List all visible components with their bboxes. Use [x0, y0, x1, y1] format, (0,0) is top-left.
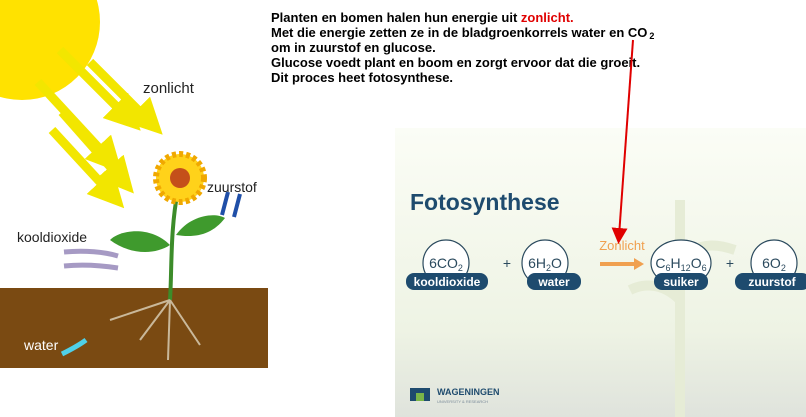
stem [168, 189, 180, 301]
term-part: 2 [546, 263, 551, 273]
term-part: 2 [781, 263, 786, 273]
term: 6O2 [762, 255, 786, 273]
plus: + [726, 255, 734, 271]
logo: WAGENINGEN [437, 387, 500, 397]
plant-diagram: zonlicht zuurstof kooldioxide water [0, 0, 268, 368]
term-part: 6 [666, 263, 671, 273]
term-part: 6CO [429, 255, 458, 271]
pointer-arrow [611, 39, 634, 244]
label: water [23, 337, 59, 353]
flower-center [170, 168, 190, 188]
sun-rays [34, 46, 163, 209]
term-part: 6O [762, 255, 781, 271]
line: om in zuurstof en glucose. [271, 40, 436, 55]
name: suiker [663, 275, 699, 289]
co2-arrows [63, 248, 119, 271]
label: zonlicht [143, 80, 195, 97]
term-part: O [551, 255, 562, 271]
name: zuurstof [748, 275, 796, 289]
term: C6H12O6 [655, 255, 706, 273]
line: Dit proces heet fotosynthese. [271, 70, 453, 85]
leaf [176, 215, 225, 237]
logo-sub: UNIVERSITY & RESEARCH [437, 399, 488, 404]
intro: Planten en bomen halen hun energie uit z… [271, 10, 654, 85]
term: 6CO2 [429, 255, 463, 273]
arrow-label: Zonlicht [599, 238, 645, 253]
sun [0, 0, 100, 100]
name: water [537, 275, 570, 289]
ground [0, 288, 268, 368]
label: zuurstof [207, 179, 257, 195]
term-part: 6 [702, 263, 707, 273]
name: kooldioxide [414, 275, 481, 289]
oxygen-arrows [220, 191, 242, 218]
term-part: H [671, 255, 681, 271]
slide-title: Fotosynthese [410, 189, 560, 215]
term-part: 6H [528, 255, 546, 271]
term-part: O [691, 255, 702, 271]
line: Glucose voedt plant en boom en zorgt erv… [271, 55, 640, 70]
roots [109, 299, 201, 361]
label: kooldioxide [17, 229, 87, 245]
term-part: 2 [458, 263, 463, 273]
line: Planten en bomen halen hun energie uit z… [271, 10, 574, 25]
water-arrow [60, 337, 88, 357]
term: 6H2O [528, 255, 562, 273]
term-part: 12 [681, 263, 691, 273]
term-part: C [655, 255, 665, 271]
line: Met die energie zetten ze in de bladgroe… [271, 25, 654, 41]
plus: + [503, 255, 511, 271]
slide-image: Fotosynthese 6CO2 6H2O C6H12O6 6O2 + + Z… [395, 128, 806, 417]
leaf [110, 231, 170, 252]
